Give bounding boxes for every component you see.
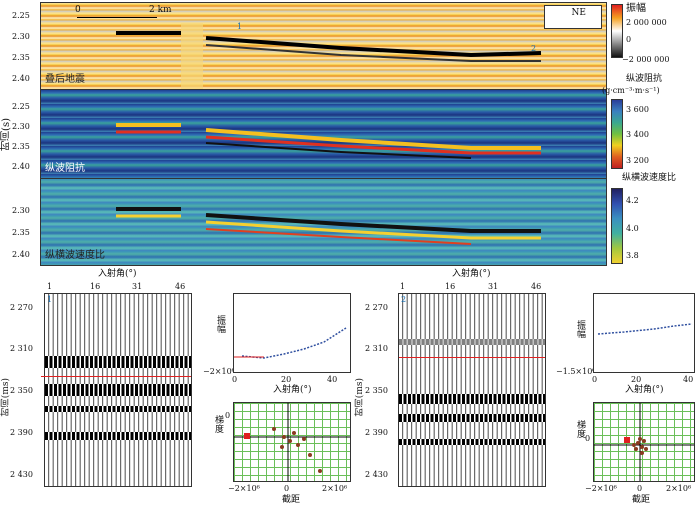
left-y-axis-title: 时间(ms) — [1, 378, 11, 417]
right-y-tick: 2 390 — [365, 428, 388, 437]
left-y-tick: 2 390 — [10, 428, 33, 437]
right-crossplot — [593, 402, 695, 482]
left-y-tick: 2 350 — [10, 386, 33, 395]
scale-start: 0 — [75, 5, 81, 15]
cbar2-unit: (g·cm⁻³·m·s⁻¹) — [602, 86, 660, 95]
right-xp-xtick: 0 — [637, 484, 643, 493]
right-pick-line — [399, 357, 545, 358]
top-y-axis-title: 时间(s) — [1, 118, 12, 151]
well-marker-1: 1 — [237, 22, 243, 31]
p2-tick: 2.30 — [12, 122, 30, 131]
left-pick-line — [41, 376, 191, 377]
p3-tick: 2.35 — [12, 228, 30, 237]
p-impedance-panel: 纵波阻抗 — [40, 89, 607, 179]
p1-tick: 2.30 — [12, 32, 30, 41]
right-y-tick: 2 270 — [365, 303, 388, 312]
vpvs-colorbar — [611, 188, 623, 264]
left-amp-xtick: 0 — [232, 375, 238, 384]
left-amp-ylabel: 振幅 — [215, 315, 225, 333]
left-gather-tick: 31 — [132, 282, 143, 291]
left-amp-xlabel: 入射角(°) — [273, 385, 312, 395]
amplitude-colorbar — [611, 4, 623, 58]
cbar1-title: 振幅 — [626, 3, 646, 14]
cbar3-tick: 4.2 — [626, 196, 639, 205]
p2-tick: 2.40 — [12, 162, 30, 171]
left-y-tick: 2 310 — [10, 344, 33, 353]
p3-tick: 2.30 — [12, 206, 30, 215]
p2-tick: 2.25 — [12, 102, 30, 111]
left-amplitude-plot — [233, 293, 351, 373]
p1-tick: 2.35 — [12, 53, 30, 62]
right-amp-ytick: −1.5×10⁶ — [556, 367, 596, 376]
cbar1-tick: 2 000 000 — [626, 18, 667, 27]
cbar2-tick: 3 600 — [626, 105, 649, 114]
right-xp-ylabel: 梯度 — [575, 420, 585, 438]
right-xp-xlabel: 截距 — [632, 495, 651, 505]
left-amp-ytick: −2×10⁶ — [203, 367, 235, 376]
right-gather-title: 入射角(°) — [452, 269, 491, 279]
right-amp-xlabel: 入射角(°) — [625, 385, 664, 395]
left-xp-ytick: 0 — [225, 411, 231, 420]
p3-tick: 2.40 — [12, 250, 30, 259]
left-y-tick: 2 270 — [10, 303, 33, 312]
vp-vs-ratio-panel: 纵横波速度比 — [40, 178, 607, 266]
left-angle-gather: 1 — [41, 293, 192, 487]
cbar3-title: 纵横波速度比 — [622, 173, 677, 183]
right-gather-tick: 1 — [400, 282, 406, 291]
left-xp-xtick: 0 — [284, 484, 290, 493]
p1-tick: 2.25 — [12, 11, 30, 20]
left-gather-tick: 16 — [90, 282, 101, 291]
right-y-axis-title: 时间(ms) — [355, 378, 365, 417]
cbar3-tick: 4.0 — [626, 224, 639, 233]
left-amp-xtick: 40 — [327, 375, 338, 384]
cbar2-title: 纵波阻抗 — [626, 74, 663, 84]
panel3-label: 纵横波速度比 — [45, 250, 105, 261]
stacked-seismic-panel: 0 2 km NE 1 2 叠后地震 — [40, 2, 607, 90]
impedance-colorbar — [611, 99, 623, 169]
p2-tick: 2.35 — [12, 142, 30, 151]
right-amp-xtick: 0 — [592, 375, 598, 384]
left-xp-ylabel: 梯度 — [213, 415, 223, 433]
left-xp-xtick: −2×10⁶ — [228, 484, 260, 493]
right-angle-gather: 2 — [398, 293, 546, 487]
right-gather-tick: 16 — [445, 282, 456, 291]
right-y-tick: 2 310 — [365, 344, 388, 353]
left-xp-xlabel: 截距 — [282, 495, 301, 505]
cbar1-tick: 0 — [626, 35, 632, 44]
left-y-tick: 2 430 — [10, 470, 33, 479]
cbar1-tick: −2 000 000 — [622, 55, 670, 64]
right-xp-xtick: 2×10⁶ — [666, 484, 692, 493]
right-xp-xtick: −2×10⁶ — [585, 484, 617, 493]
direction-label: NE — [571, 8, 586, 18]
p1-tick: 2.40 — [12, 74, 30, 83]
right-gather-tick: 46 — [531, 282, 542, 291]
right-amp-ylabel: 振幅 — [575, 320, 585, 338]
left-amp-xtick: 20 — [281, 375, 292, 384]
left-gather-marker: 1 — [47, 295, 53, 304]
right-gather-marker: 2 — [401, 295, 407, 304]
panel2-label: 纵波阻抗 — [45, 163, 85, 174]
well-marker-2: 2 — [531, 44, 537, 53]
cbar3-tick: 3.8 — [626, 251, 639, 260]
left-xp-xtick: 2×10⁶ — [322, 484, 348, 493]
direction-box — [544, 5, 602, 29]
panel1-label: 叠后地震 — [45, 74, 85, 85]
cbar2-tick: 3 400 — [626, 130, 649, 139]
scale-end: 2 km — [149, 5, 172, 15]
right-amp-xtick: 20 — [631, 375, 642, 384]
right-y-tick: 2 430 — [365, 470, 388, 479]
left-crossplot — [233, 402, 351, 482]
cbar2-tick: 3 200 — [626, 156, 649, 165]
scale-bar — [77, 17, 157, 18]
left-gather-title: 入射角(°) — [98, 269, 137, 279]
right-amplitude-plot — [593, 293, 695, 373]
left-gather-tick: 1 — [47, 282, 53, 291]
right-y-tick: 2 350 — [365, 386, 388, 395]
right-xp-ytick: 0 — [585, 434, 591, 443]
right-gather-tick: 31 — [488, 282, 499, 291]
right-amp-xtick: 40 — [683, 375, 694, 384]
left-gather-tick: 46 — [175, 282, 186, 291]
